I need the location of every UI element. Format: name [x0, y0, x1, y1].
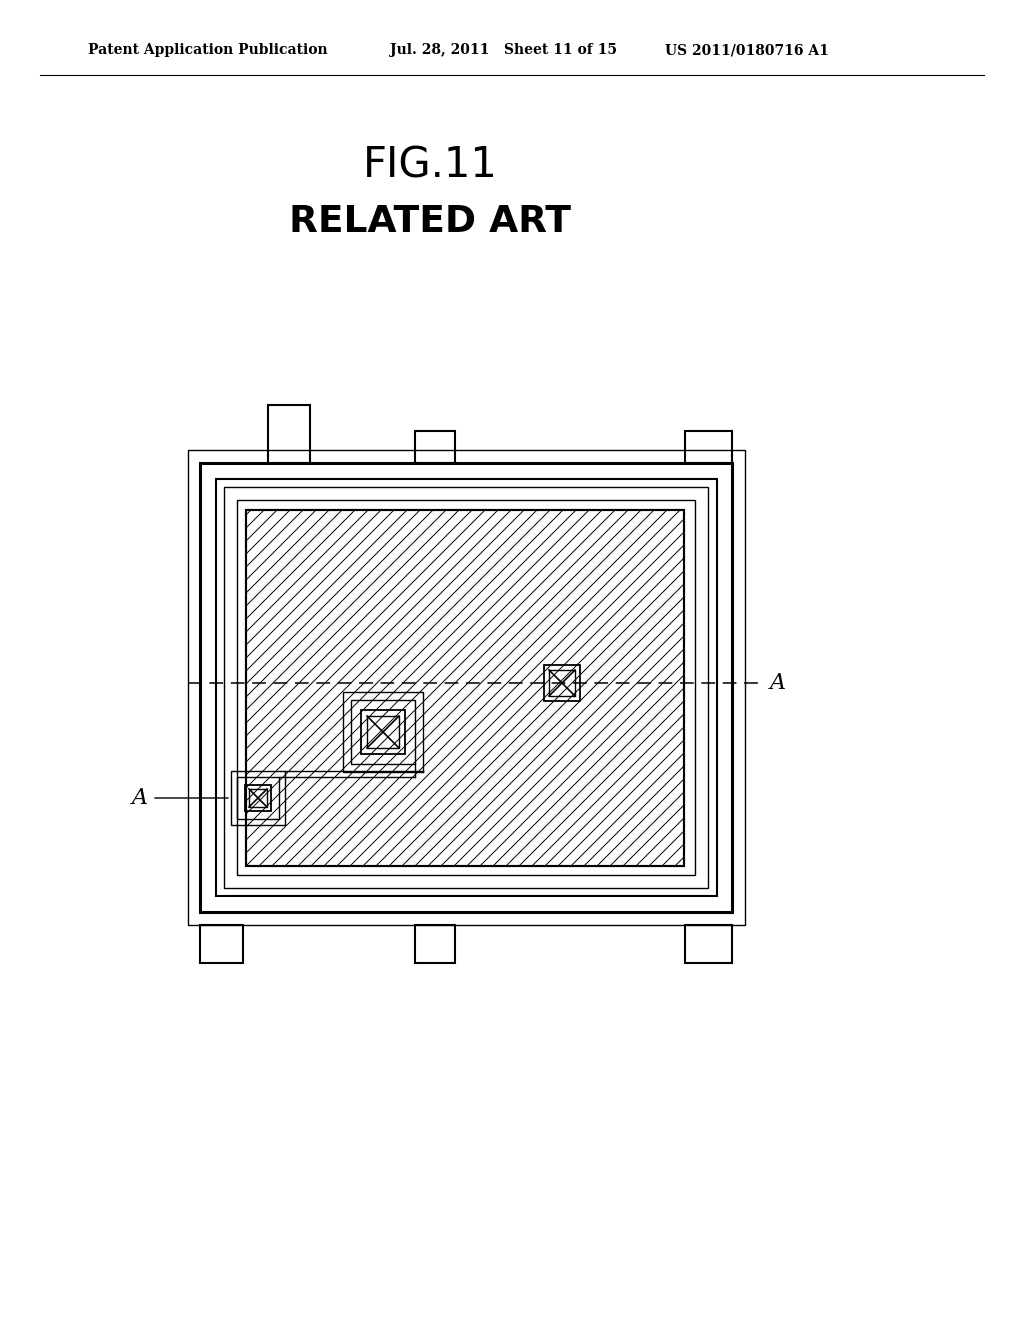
Text: RELATED ART: RELATED ART	[289, 205, 571, 240]
Bar	[685, 432, 732, 463]
Bar	[200, 463, 732, 912]
Bar	[237, 777, 279, 818]
Bar	[246, 510, 684, 866]
Bar	[224, 487, 708, 888]
Text: A: A	[770, 672, 786, 694]
Bar	[351, 700, 415, 764]
Bar	[231, 771, 285, 825]
Bar	[268, 405, 310, 463]
Bar	[237, 500, 695, 875]
Bar	[544, 665, 580, 701]
Text: A: A	[132, 787, 148, 809]
Bar	[549, 671, 575, 696]
Bar	[246, 510, 684, 866]
Bar	[415, 925, 455, 964]
Text: US 2011/0180716 A1: US 2011/0180716 A1	[665, 44, 828, 57]
Bar	[188, 450, 745, 925]
Bar	[200, 925, 243, 964]
Bar	[685, 925, 732, 964]
Bar	[216, 479, 717, 896]
Text: Patent Application Publication: Patent Application Publication	[88, 44, 328, 57]
Bar	[249, 789, 267, 807]
Bar	[343, 692, 423, 772]
Bar	[245, 785, 271, 810]
Bar	[367, 715, 399, 748]
Text: Jul. 28, 2011   Sheet 11 of 15: Jul. 28, 2011 Sheet 11 of 15	[390, 44, 617, 57]
Text: FIG.11: FIG.11	[362, 144, 498, 186]
Bar	[415, 432, 455, 463]
Bar	[361, 710, 406, 754]
